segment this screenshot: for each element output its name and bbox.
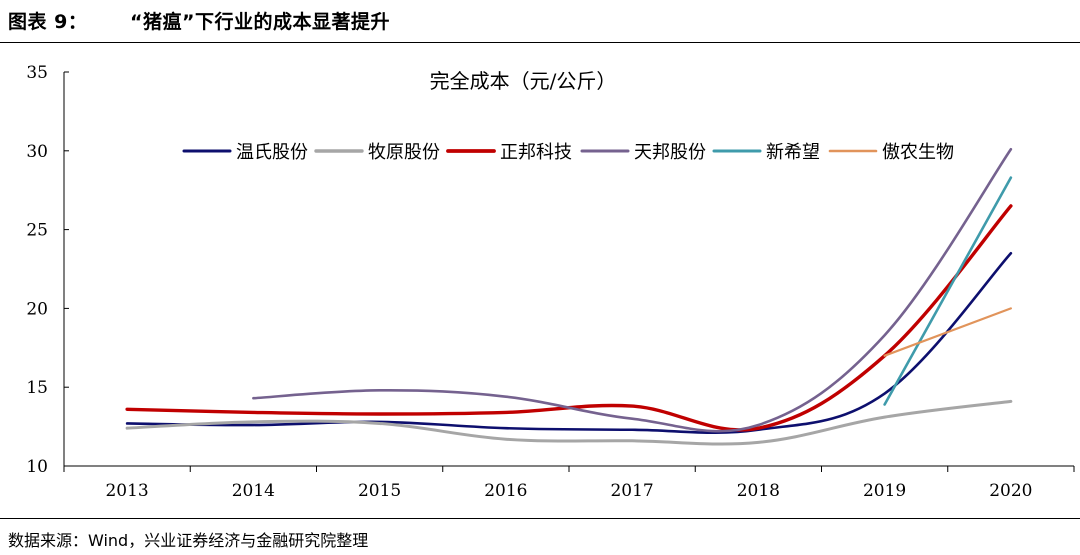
x-tick-label: 2014 <box>232 481 275 501</box>
x-tick-label: 2018 <box>737 481 780 501</box>
x-tick-label: 2020 <box>989 481 1032 501</box>
legend-label: 正邦科技 <box>500 142 572 163</box>
figure-title: 图表 9： “猪瘟”下行业的成本显著提升 <box>8 7 390 34</box>
source-note: 数据来源：Wind，兴业证券经济与金融研究院整理 <box>8 531 369 550</box>
legend-item: 牧原股份 <box>314 142 440 163</box>
y-tick-label: 20 <box>26 299 48 319</box>
series-line <box>883 176 1013 406</box>
x-tick-label: 2017 <box>610 481 653 501</box>
x-tick-label: 2019 <box>863 481 906 501</box>
series-6 <box>883 307 1012 357</box>
figure-label: 图表 9： <box>8 11 88 33</box>
series-line <box>252 147 1013 433</box>
legend-item: 温氏股份 <box>182 142 308 163</box>
series-5 <box>883 176 1013 406</box>
series-line <box>883 307 1012 357</box>
y-tick-label: 10 <box>26 457 48 477</box>
x-tick-label: 2016 <box>484 481 527 501</box>
series-line <box>125 399 1013 446</box>
legend-label: 牧原股份 <box>368 142 440 163</box>
legend-label: 温氏股份 <box>236 142 308 163</box>
figure-header: 图表 9： “猪瘟”下行业的成本显著提升 <box>0 0 1080 43</box>
x-tick-label: 2015 <box>358 481 401 501</box>
legend-label: 傲农生物 <box>882 142 954 163</box>
figure-footer: 数据来源：Wind，兴业证券经济与金融研究院整理 <box>0 518 1080 555</box>
series-2 <box>125 399 1013 446</box>
legend-item: 天邦股份 <box>580 142 706 163</box>
legend-item: 正邦科技 <box>446 142 572 163</box>
y-tick-label: 15 <box>26 378 48 398</box>
y-tick-label: 30 <box>26 142 48 162</box>
y-tick-label: 35 <box>26 63 48 83</box>
legend-item: 傲农生物 <box>828 142 954 163</box>
chart-axes: 10 15 20 25 30 35 2013 2014 2015 2016 2017 2018 2019… <box>26 63 1075 501</box>
chart-title: 完全成本（元/公斤） <box>430 69 617 93</box>
legend-label: 天邦股份 <box>634 142 706 163</box>
series-layer <box>125 147 1013 446</box>
chart-legend: 温氏股份 牧原股份 正邦科技 天邦股份 新希望 傲农生物 <box>182 142 954 163</box>
series-line <box>125 251 1013 435</box>
figure-heading: “猪瘟”下行业的成本显著提升 <box>130 11 391 33</box>
legend-item: 新希望 <box>712 142 820 163</box>
series-1 <box>125 251 1013 435</box>
line-chart: 10 15 20 25 30 35 2013 2014 2015 2016 2017 2018 2019… <box>26 63 1075 501</box>
y-tick-label: 25 <box>26 221 48 241</box>
legend-label: 新希望 <box>766 142 820 163</box>
series-4 <box>252 147 1013 433</box>
x-tick-label: 2013 <box>105 481 148 501</box>
